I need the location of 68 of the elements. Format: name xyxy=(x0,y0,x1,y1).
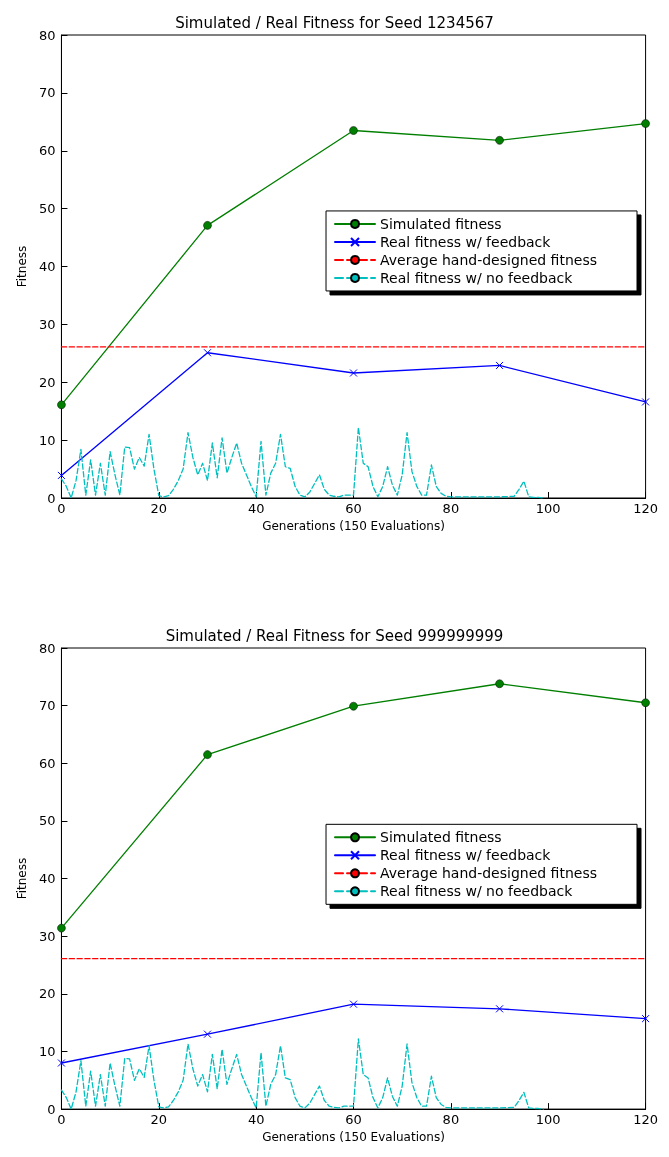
legend-label: Real fitness w/ no feedback xyxy=(380,883,574,900)
legend-label: Real fitness w/ feedback xyxy=(380,233,552,250)
y-tick-label: 20 xyxy=(38,374,56,390)
point xyxy=(203,1030,212,1039)
line-series xyxy=(60,1038,545,1110)
point xyxy=(57,923,66,933)
y-tick-label: 50 xyxy=(38,201,56,217)
point xyxy=(57,1058,66,1067)
y-tick-label: 50 xyxy=(38,813,56,829)
x-tick-label: 0 xyxy=(57,1112,66,1128)
x-tick-label: 20 xyxy=(150,501,168,516)
x-axis-title: Generations (150 Evaluations) xyxy=(262,1130,445,1144)
y-tick-label: 60 xyxy=(38,143,56,159)
point xyxy=(641,698,650,707)
y-tick-label: 20 xyxy=(38,986,56,1002)
y-axis-title: Fitness xyxy=(15,857,29,900)
y-tick-label: 30 xyxy=(38,316,56,332)
y-tick-label: 80 xyxy=(38,640,56,656)
x-axis-title: Generations (150 Evaluations) xyxy=(262,518,445,533)
point xyxy=(203,348,212,357)
y-tick-label: 40 xyxy=(38,871,56,887)
y-tick-label: 70 xyxy=(38,85,56,101)
legend-label: Simulated fitness xyxy=(380,215,502,232)
x-tick-label: 20 xyxy=(150,1112,168,1128)
x-tick-label: 100 xyxy=(535,1112,561,1128)
x-tick-label: 120 xyxy=(633,1112,659,1128)
point xyxy=(57,400,66,410)
legend-label: Real fitness w/ feedback xyxy=(380,847,552,864)
y-tick-label: 0 xyxy=(47,490,56,506)
y-tick-label: 30 xyxy=(38,928,56,944)
point xyxy=(495,679,504,688)
legend-label: Real fitness w/ no feedback xyxy=(380,269,574,286)
y-tick-label: 0 xyxy=(47,1101,56,1117)
chart-title: Simulated / Real Fitness for Seed 1234567 xyxy=(175,13,494,32)
point xyxy=(641,1014,650,1023)
x-tick-label: 60 xyxy=(345,501,362,516)
point xyxy=(349,368,358,377)
x-tick-label: 120 xyxy=(633,501,659,516)
x-tick-label: 40 xyxy=(247,1112,265,1128)
point xyxy=(349,701,358,711)
x-tick-label: 100 xyxy=(535,501,561,516)
point xyxy=(495,1004,504,1013)
point xyxy=(641,119,650,128)
legend-label: Simulated fitness xyxy=(380,829,502,846)
point xyxy=(495,136,504,145)
point xyxy=(203,221,212,230)
y-axis-title: Fitness xyxy=(15,245,29,288)
x-tick-label: 0 xyxy=(57,501,66,516)
y-tick-label: 10 xyxy=(38,432,56,448)
x-tick-label: 60 xyxy=(345,1112,362,1128)
point xyxy=(349,126,358,135)
legend-label: Average hand-designed fitness xyxy=(380,865,597,882)
y-tick-label: 80 xyxy=(38,27,56,43)
x-tick-label: 40 xyxy=(247,501,265,516)
y-tick-label: 70 xyxy=(38,698,56,714)
y-tick-label: 60 xyxy=(38,755,56,771)
x-tick-label: 80 xyxy=(442,501,460,516)
line-series xyxy=(60,426,545,499)
x-tick-label: 80 xyxy=(442,1112,460,1128)
point xyxy=(203,750,212,759)
point xyxy=(495,361,504,370)
y-tick-label: 40 xyxy=(38,259,56,274)
y-tick-label: 10 xyxy=(38,1043,56,1059)
chart-title: Simulated / Real Fitness for Seed 999999999 xyxy=(165,626,504,645)
point xyxy=(641,397,650,406)
point xyxy=(57,471,66,480)
legend-label: Average hand-designed fitness xyxy=(380,251,597,268)
point xyxy=(349,1000,358,1009)
